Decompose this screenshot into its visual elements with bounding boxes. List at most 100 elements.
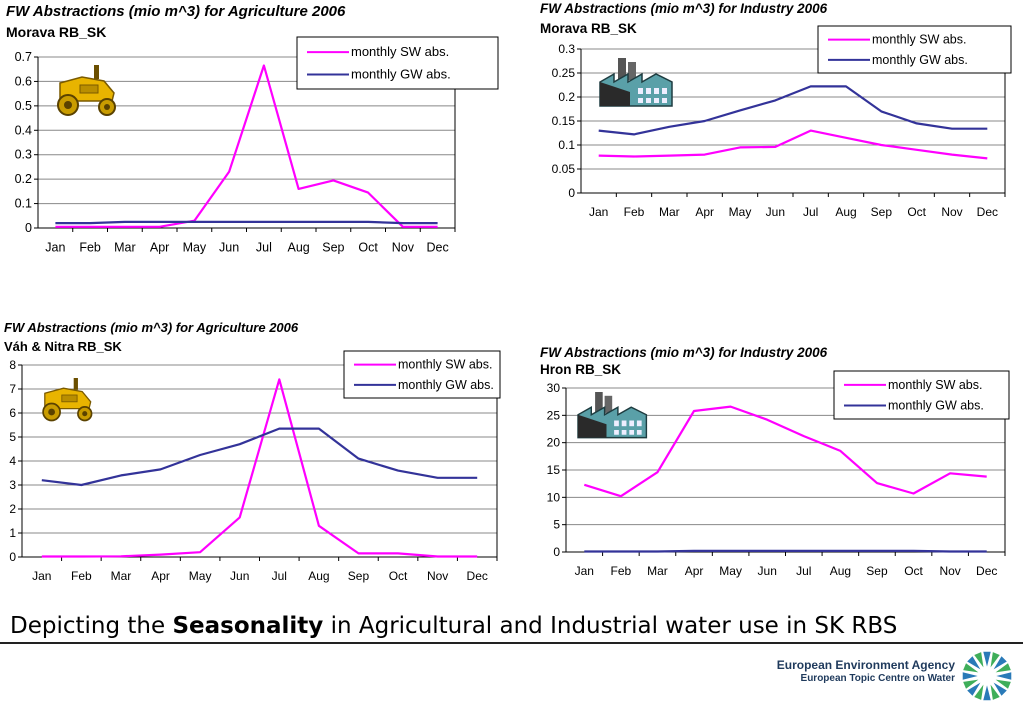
tractor-hub-rear: [64, 101, 72, 109]
factory-window: [621, 430, 627, 435]
x-tick-label: Jun: [766, 205, 785, 219]
y-tick-label: 0: [9, 550, 16, 564]
legend-box: [296, 36, 499, 90]
y-tick-label: 1: [9, 526, 16, 540]
x-tick-label: Jan: [45, 241, 65, 255]
y-tick-label: 0.25: [552, 66, 576, 80]
factory-window: [646, 98, 651, 103]
x-tick-label: Mar: [647, 564, 668, 578]
factory-icon: [577, 392, 648, 439]
factory-window: [629, 420, 635, 427]
logo-ray: [990, 652, 1000, 668]
series-line-sw: [41, 378, 478, 558]
x-tick-label: Nov: [392, 241, 415, 255]
y-tick-label: 30: [547, 381, 561, 395]
tractor-exhaust: [73, 378, 78, 390]
x-tick-label: Aug: [835, 205, 856, 219]
tractor-grille: [79, 84, 99, 94]
x-tick-label: Jul: [256, 241, 272, 255]
tractor-hub-rear: [48, 408, 55, 416]
series-line-gw: [55, 220, 438, 225]
chart-subtitle: Morava RB_SK: [6, 24, 107, 40]
x-tick-label: Nov: [427, 569, 448, 583]
factory-window: [662, 88, 667, 94]
x-tick-label: Feb: [611, 564, 632, 578]
x-tick-label: Sep: [866, 564, 888, 578]
y-tick-label: 0.2: [558, 90, 575, 104]
y-tick-label: 20: [547, 436, 561, 450]
factory-side: [578, 414, 607, 438]
y-tick-label: 7: [9, 382, 16, 396]
chart-subtitle: Váh & Nitra RB_SK: [4, 339, 122, 354]
tractor-hub-front: [82, 411, 88, 417]
x-tick-label: May: [729, 205, 752, 219]
chart-subtitle: Morava RB_SK: [540, 21, 637, 36]
factory-window: [662, 98, 667, 103]
factory-window: [654, 98, 659, 103]
legend-label: monthly SW abs.: [398, 358, 492, 372]
logo-ray: [990, 684, 1000, 700]
x-tick-label: Feb: [71, 569, 92, 583]
x-tick-label: Apr: [695, 205, 714, 219]
logo-center: [979, 668, 995, 684]
x-tick-label: Jan: [575, 564, 594, 578]
factory-window: [614, 420, 619, 427]
x-tick-label: Mar: [114, 241, 136, 255]
x-tick-label: Aug: [308, 569, 329, 583]
x-tick-label: Jul: [803, 205, 818, 219]
legend-label: monthly GW abs.: [888, 399, 984, 413]
y-tick-label: 0.2: [15, 172, 32, 186]
factory-chimney: [618, 58, 626, 80]
caption-suffix: in Agricultural and Industrial water use…: [323, 613, 898, 639]
x-tick-label: Apr: [150, 241, 169, 255]
factory-window: [614, 430, 619, 435]
x-tick-label: Dec: [977, 205, 998, 219]
chart-title: FW Abstractions (mio m^3) for Industry 2…: [540, 1, 828, 16]
x-tick-label: Sep: [348, 569, 370, 583]
y-tick-label: 8: [9, 358, 16, 372]
x-tick-label: Jun: [758, 564, 777, 578]
y-tick-label: 0.15: [552, 114, 576, 128]
factory-window: [638, 98, 643, 103]
logo-ray: [963, 679, 979, 689]
y-tick-label: 0.5: [15, 99, 32, 113]
y-tick-label: 25: [547, 408, 561, 422]
chart-title: FW Abstractions (mio m^3) for Agricultur…: [6, 3, 346, 20]
y-tick-label: 0.05: [552, 162, 576, 176]
legend-label: monthly SW abs.: [351, 44, 449, 59]
logo-ray: [967, 682, 981, 696]
tractor-grille: [61, 394, 78, 403]
y-tick-label: 0.3: [558, 42, 575, 56]
x-tick-label: Dec: [976, 564, 997, 578]
tractor-hub-front: [104, 104, 110, 110]
y-tick-label: 0.1: [15, 197, 32, 211]
factory-window: [646, 88, 651, 94]
chart-title: FW Abstractions (mio m^3) for Industry 2…: [540, 345, 828, 360]
legend-box: [343, 350, 501, 399]
logo-ray: [962, 672, 978, 680]
chart-title: FW Abstractions (mio m^3) for Agricultur…: [4, 320, 299, 335]
legend-box: [833, 370, 1010, 420]
logo-ray: [983, 685, 991, 701]
x-tick-label: Dec: [467, 569, 488, 583]
y-tick-label: 3: [9, 478, 16, 492]
logo-ray: [993, 682, 1007, 696]
x-tick-label: Jul: [272, 569, 287, 583]
x-tick-label: Feb: [624, 205, 645, 219]
factory-window: [621, 420, 627, 427]
legend-label: monthly GW abs.: [398, 378, 494, 392]
logo-ray: [967, 656, 981, 670]
x-tick-label: Apr: [151, 569, 170, 583]
logo-ray: [993, 656, 1007, 670]
logo-ray: [974, 652, 984, 668]
series-line-gw: [598, 85, 988, 136]
x-tick-label: Nov: [941, 205, 962, 219]
x-tick-label: May: [183, 241, 207, 255]
agency-name: European Environment Agency: [776, 658, 955, 672]
y-tick-label: 0.6: [15, 74, 32, 88]
y-tick-label: 2: [9, 502, 16, 516]
y-tick-label: 0: [553, 545, 560, 559]
